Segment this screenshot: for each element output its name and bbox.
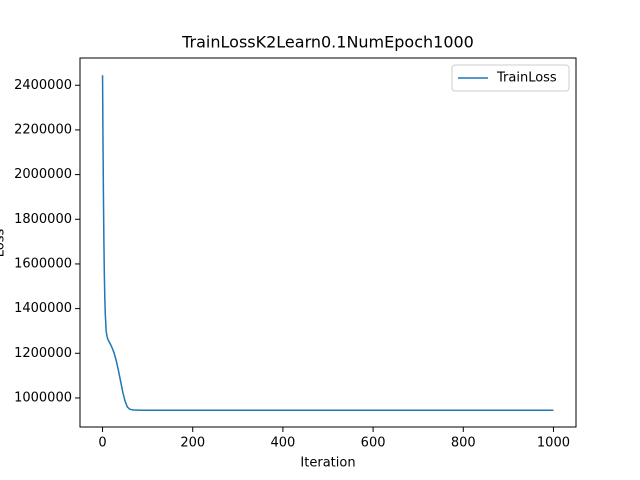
- chart-title: TrainLossK2Learn0.1NumEpoch1000: [181, 33, 474, 52]
- x-tick-label: 1000: [537, 436, 570, 451]
- y-tick-label: 2200000: [14, 122, 72, 137]
- x-tick-label: 400: [270, 436, 295, 451]
- y-tick-label: 2000000: [14, 167, 72, 182]
- y-tick-label: 2400000: [14, 78, 72, 93]
- y-tick-label: 1200000: [14, 346, 72, 361]
- legend-label: TrainLoss: [496, 71, 557, 86]
- x-tick-label: 800: [451, 436, 476, 451]
- legend-box: [451, 64, 570, 92]
- x-axis-label: Iteration: [300, 456, 355, 471]
- line-series: [101, 75, 554, 411]
- x-tick-label: 0: [98, 436, 106, 451]
- y-tick-label: 1400000: [14, 301, 72, 316]
- y-tick-label: 1000000: [14, 390, 72, 405]
- y-tick-label: 1600000: [14, 256, 72, 271]
- y-axis-label: Loss: [0, 229, 8, 258]
- x-tick-label: 600: [361, 436, 386, 451]
- x-tick-label: 200: [180, 436, 205, 451]
- plot-frame: [79, 57, 577, 428]
- y-tick-label: 1800000: [14, 212, 72, 227]
